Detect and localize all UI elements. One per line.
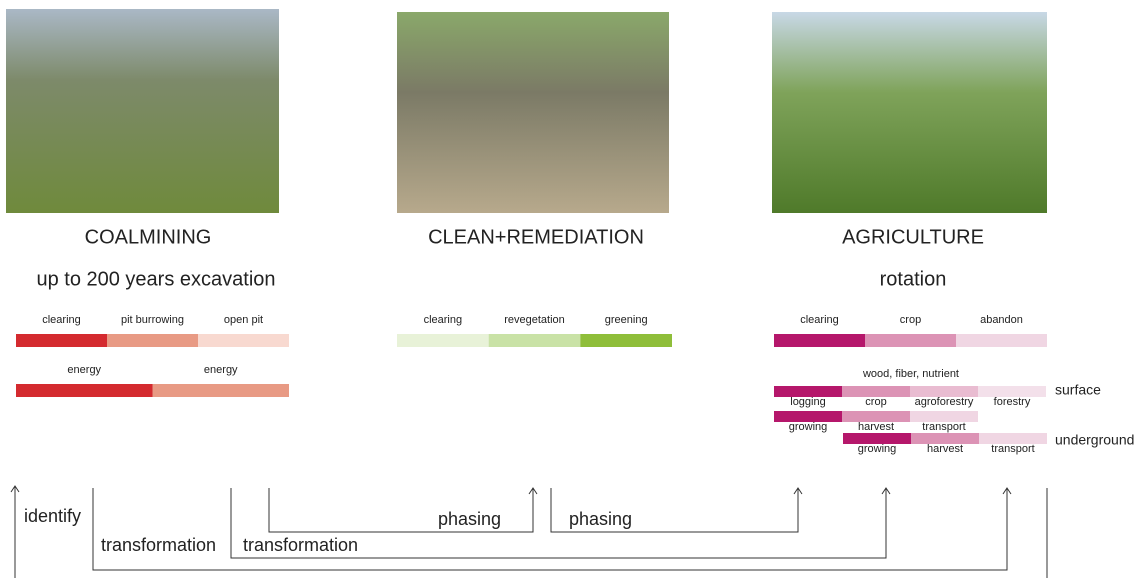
segment [16, 384, 153, 397]
segment-label: pit burrowing [121, 314, 184, 326]
segment [978, 386, 1046, 397]
column-title: CLEAN+REMEDIATION [428, 226, 644, 248]
flow-label: transformation [243, 535, 358, 555]
segment-label: energy [67, 364, 101, 376]
segment-label: clearing [800, 314, 839, 326]
column-title: COALMINING [85, 226, 212, 248]
segment [198, 334, 289, 347]
segment-label: growing [858, 443, 897, 455]
flow-label: identify [24, 506, 81, 526]
segment-label: agroforestry [915, 396, 974, 408]
segment-label: revegetation [504, 314, 565, 326]
photo [397, 12, 669, 213]
segment [910, 411, 978, 422]
photo [772, 12, 1047, 213]
segment [488, 334, 581, 347]
segment [842, 411, 910, 422]
segment-label: harvest [927, 443, 963, 455]
segment [979, 433, 1047, 444]
segment [956, 334, 1047, 347]
column-title: AGRICULTURE [842, 226, 984, 248]
segment [842, 386, 910, 397]
column-subtitle: up to 200 years excavation [36, 268, 275, 290]
cycle-label: wood, fiber, nutrient [862, 368, 959, 380]
segment [910, 386, 978, 397]
segment-label: abandon [980, 314, 1023, 326]
flow-lines [10, 485, 1048, 578]
segment-label: clearing [424, 314, 463, 326]
segment-label: growing [789, 421, 828, 433]
segment-label: crop [900, 314, 921, 326]
photo [6, 9, 279, 213]
segment-label: harvest [858, 421, 894, 433]
segment-label: greening [605, 314, 648, 326]
segment-label: energy [204, 364, 238, 376]
flow-label: transformation [101, 535, 216, 555]
layer-name: surface [1055, 382, 1101, 398]
flow-label: phasing [438, 509, 501, 529]
segment [397, 334, 489, 347]
segment [843, 433, 911, 444]
column-subtitle: rotation [880, 268, 947, 290]
layer-name: underground [1055, 432, 1134, 448]
segment-label: open pit [224, 314, 263, 326]
segment-label: logging [790, 396, 825, 408]
segment-label: transport [991, 443, 1034, 455]
segment [107, 334, 198, 347]
segment [152, 384, 289, 397]
segment-label: forestry [994, 396, 1031, 408]
flow-label: phasing [569, 509, 632, 529]
segment-label: clearing [42, 314, 81, 326]
segment [865, 334, 956, 347]
segment [16, 334, 107, 347]
segment [774, 386, 842, 397]
segment [580, 334, 672, 347]
segment [774, 411, 842, 422]
segment [774, 334, 865, 347]
segment-label: crop [865, 396, 886, 408]
segment-label: transport [922, 421, 965, 433]
segment [911, 433, 979, 444]
